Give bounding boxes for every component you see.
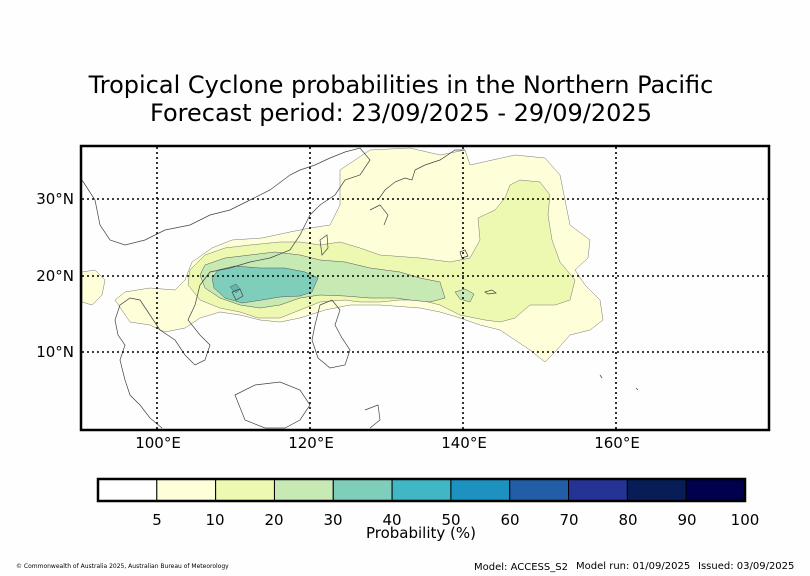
colorbar-swatch (685, 478, 746, 502)
colorbar-tick: 50 (441, 511, 461, 529)
colorbar-swatch (215, 478, 275, 502)
copyright-notice: © Commonwealth of Australia 2025, Austra… (16, 563, 229, 570)
probability-contours (81, 147, 604, 363)
colorbar-tick: 90 (677, 511, 697, 529)
colorbar-tick: 100 (730, 511, 760, 529)
colorbar (96, 477, 747, 503)
lon-label-160e: 160°E (594, 434, 640, 452)
contour-20-30-east (454, 288, 475, 303)
colorbar-tick: 30 (323, 511, 343, 529)
lat-label-10n: 10°N (36, 343, 74, 361)
colorbar-swatch (391, 478, 452, 502)
gridlines (82, 147, 768, 429)
colorbar-swatch (626, 478, 687, 502)
colorbar-swatch (156, 478, 217, 502)
colorbar-label: Probability (%) (365, 524, 477, 542)
lat-label-20n: 20°N (36, 267, 74, 285)
model-run-date: Model run: 01/09/2025 (576, 561, 691, 572)
issued-date: Issued: 03/09/2025 (698, 561, 795, 572)
map-frame (79, 144, 771, 432)
model-name: Model: ACCESS_S2 (474, 562, 568, 573)
colorbar-frame (96, 477, 747, 503)
coastlines (81, 147, 639, 429)
chart-title-line1: Tropical Cyclone probabilities in the No… (88, 71, 714, 99)
colorbar-swatch (450, 478, 511, 502)
lon-label-140e: 140°E (441, 434, 487, 452)
colorbar-tick: 10 (205, 511, 225, 529)
colorbar-swatch (97, 478, 158, 502)
coastline-philippines (311, 299, 351, 369)
colorbar-swatch (273, 478, 334, 502)
coastline-borneo (234, 381, 311, 429)
lon-label-120e: 120°E (288, 434, 334, 452)
colorbar-swatch (332, 478, 393, 502)
coastline-hainan (231, 288, 244, 301)
colorbar-tick: 20 (264, 511, 284, 529)
lat-label-30n: 30°N (36, 190, 74, 208)
coastline-islands-east (364, 249, 639, 429)
coastline-asia (81, 147, 371, 429)
colorbar-tick: 5 (152, 511, 162, 529)
colorbar-swatch (568, 478, 628, 502)
colorbar-tick: 80 (618, 511, 638, 529)
chart-title-line2: Forecast period: 23/09/2025 - 29/09/2025 (150, 99, 652, 127)
lon-label-100e: 100°E (135, 434, 181, 452)
coastline-korea-japan (369, 149, 465, 226)
colorbar-swatch (509, 478, 570, 502)
coastline-taiwan (319, 234, 329, 256)
colorbar-tick: 60 (500, 511, 520, 529)
colorbar-tick: 40 (382, 511, 402, 529)
colorbar-tick: 70 (559, 511, 579, 529)
